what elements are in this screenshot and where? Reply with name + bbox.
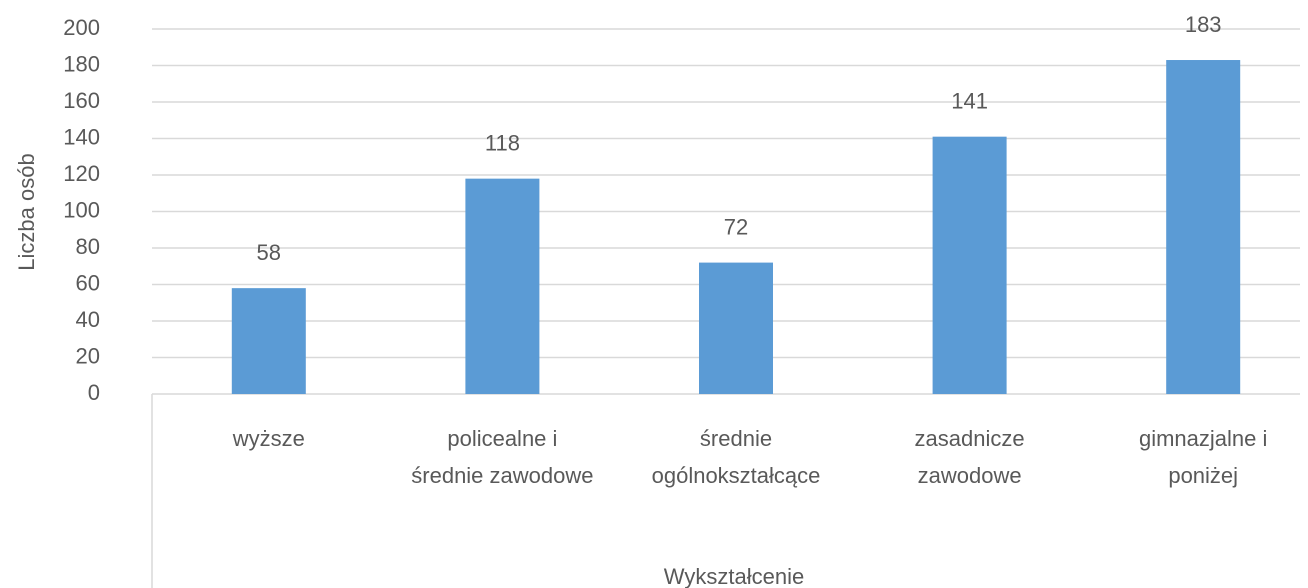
y-tick-label: 0 [88,380,100,405]
x-tick-label: wyższe [232,426,305,451]
y-tick-label: 160 [63,88,100,113]
y-tick-label: 100 [63,197,100,222]
x-tick-label: policealne i średnie zawodowe [411,426,594,488]
data-label: 141 [951,88,988,113]
y-axis-title: Liczba osób [14,153,39,270]
data-label: 72 [724,214,748,239]
bar [699,262,773,394]
y-tick-label: 180 [63,51,100,76]
y-tick-label: 40 [76,307,100,332]
bar [932,136,1007,395]
x-tick-label: średnie ogólnokształcące [651,426,821,488]
data-label: 183 [1185,12,1222,37]
x-axis-title: Wykształcenie [664,564,804,588]
y-tick-label: 200 [63,15,100,40]
bar [231,288,306,394]
y-tick-label: 20 [76,343,100,368]
bar [465,178,540,394]
bar [1166,60,1241,395]
data-label: 118 [485,130,520,155]
x-tick-label: zasadnicze zawodowe [914,426,1025,488]
x-tick-label: gimnazjalne i poniżej [1138,426,1268,488]
data-label: 58 [257,240,281,265]
y-tick-label: 120 [63,161,100,186]
y-tick-label: 60 [76,270,100,295]
y-tick-label: 80 [76,234,100,259]
y-tick-label: 140 [63,124,100,149]
